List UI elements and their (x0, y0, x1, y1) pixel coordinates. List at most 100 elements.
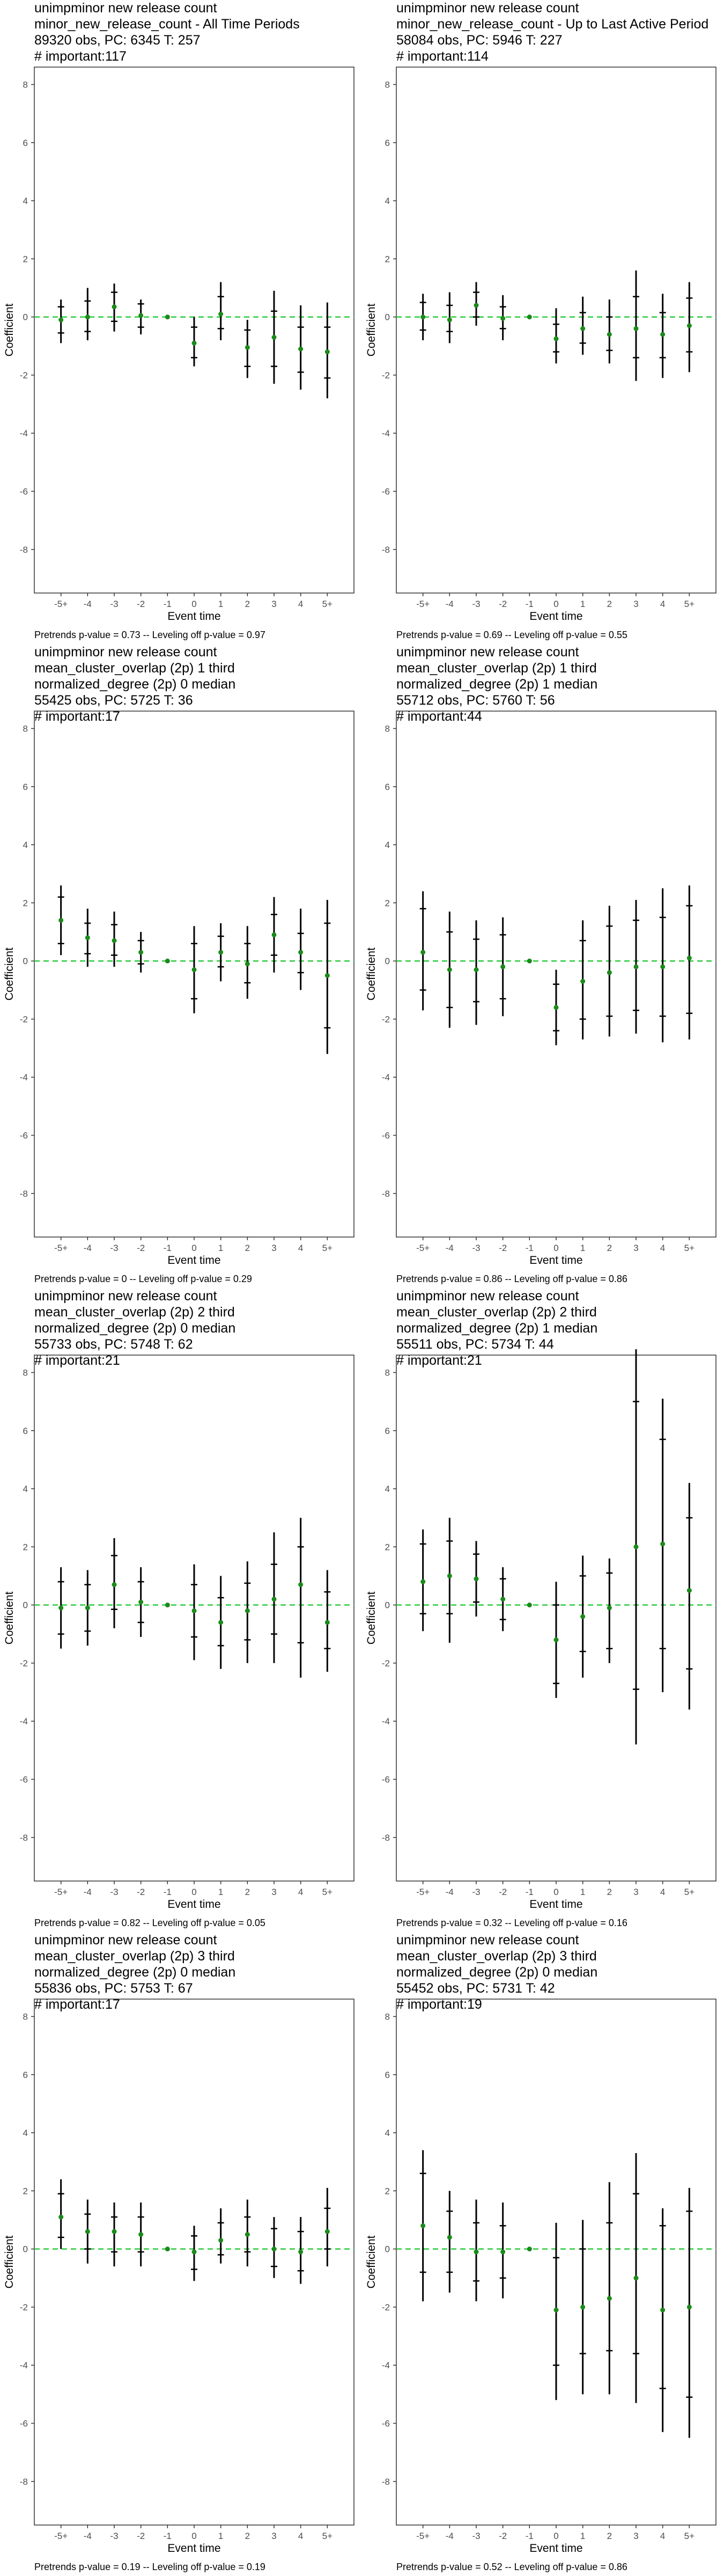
y-tick-label: -6 (20, 486, 28, 496)
coefficient-point (85, 1605, 90, 1611)
p-value-caption: Pretrends p-value = 0.32 -- Leveling off… (396, 1918, 627, 1928)
coefficient-point (112, 1582, 117, 1587)
title-line: unimpminor new release count (396, 645, 579, 660)
x-tick-label: -2 (137, 2531, 145, 2541)
x-tick-label: -2 (137, 599, 145, 609)
coefficient-point (607, 1605, 612, 1611)
coefficient-point (633, 964, 639, 969)
y-axis-title: Coefficient (3, 303, 16, 356)
y-tick-label: 8 (23, 79, 28, 90)
x-tick-label: 5+ (684, 599, 695, 609)
y-tick-label: -6 (382, 1130, 390, 1140)
x-tick-label: 4 (298, 1243, 303, 1253)
y-tick-label: -8 (20, 2477, 28, 2487)
x-tick-label: -2 (137, 1887, 145, 1897)
y-tick-label: 4 (23, 1484, 28, 1494)
coefficient-point (271, 1597, 277, 1602)
coefficient-point (271, 2246, 277, 2252)
title-line: unimpminor new release count (34, 1, 217, 16)
y-tick-label: -2 (20, 370, 28, 380)
y-tick-label: 0 (23, 312, 28, 323)
coefficient-point (245, 2232, 250, 2237)
y-tick-label: 2 (23, 1542, 28, 1552)
coefficient-point (245, 345, 250, 350)
coefficient-point (633, 1544, 639, 1549)
y-tick-label: 0 (385, 312, 390, 323)
x-tick-label: 5+ (684, 1243, 695, 1253)
x-tick-label: 3 (271, 1887, 276, 1897)
x-tick-label: 0 (191, 1887, 196, 1897)
x-tick-label: 4 (298, 599, 303, 609)
y-tick-label: -4 (382, 1716, 390, 1726)
coefficient-point (474, 2249, 479, 2255)
y-tick-label: -4 (382, 428, 390, 438)
y-tick-label: 4 (23, 2128, 28, 2138)
coefficient-point (500, 2249, 506, 2255)
x-tick-label: -5+ (54, 599, 68, 609)
y-tick-label: 8 (385, 1367, 390, 1378)
coefficient-point (580, 1614, 586, 1619)
x-axis-title: Event time (167, 610, 220, 623)
coefficient-point (218, 1620, 224, 1625)
coefficient-point (112, 938, 117, 943)
x-tick-label: 4 (660, 1243, 665, 1253)
coefficient-point (58, 918, 64, 923)
y-tick-label: 6 (23, 782, 28, 792)
title-line: minor_new_release_count - All Time Perio… (34, 17, 300, 32)
x-tick-label: 0 (553, 1887, 558, 1897)
y-tick-label: 6 (23, 1426, 28, 1436)
x-tick-label: 1 (580, 599, 585, 609)
chart-svg: -8 -6 -4 -2 0 2 4 6 8 -5+ -4 -3 -2 -1 0 1 2 3 4 5+ Event tim… (3, 1999, 354, 2555)
x-tick-label: 1 (218, 1243, 223, 1253)
x-tick-label: 0 (553, 2531, 558, 2541)
x-tick-label: 2 (607, 1887, 612, 1897)
y-tick-label: 6 (385, 138, 390, 148)
coefficient-point (138, 313, 144, 318)
coefficient-point (245, 961, 250, 967)
x-tick-label: 3 (271, 599, 276, 609)
title-line: mean_cluster_overlap (2p) 3 third (396, 1949, 597, 1964)
coefficient-point (474, 303, 479, 308)
coefficient-point (324, 349, 330, 355)
y-tick-label: 4 (385, 2128, 390, 2138)
p-value-caption: Pretrends p-value = 0 -- Leveling off p-… (34, 1274, 252, 1284)
title-line: minor_new_release_count - Up to Last Act… (396, 17, 709, 32)
title-line: 89320 obs, PC: 6345 T: 257 (34, 33, 201, 48)
x-tick-label: 3 (633, 2531, 638, 2541)
y-tick-label: 2 (23, 2186, 28, 2196)
chart-svg: -8 -6 -4 -2 0 2 4 6 8 -5+ -4 -3 -2 -1 0 1 2 3 4 5+ Event tim… (365, 1999, 716, 2555)
x-tick-label: -5+ (54, 1887, 68, 1897)
chart-svg: -8 -6 -4 -2 0 2 4 6 8 -5+ -4 -3 -2 -1 0 1 2 3 4 5+ Event tim… (365, 1349, 716, 1911)
x-axis-title: Event time (167, 2542, 220, 2555)
y-tick-label: -8 (20, 1833, 28, 1843)
coefficient-point (686, 2304, 692, 2310)
coefficient-point (324, 1620, 330, 1625)
y-tick-label: 8 (385, 723, 390, 734)
coefficient-point (191, 2249, 197, 2255)
y-tick-label: -2 (382, 370, 390, 380)
x-tick-label: -3 (472, 1243, 480, 1253)
y-tick-label: 0 (385, 2244, 390, 2255)
y-tick-label: 2 (385, 1542, 390, 1552)
title-line: 55712 obs, PC: 5760 T: 56 (396, 693, 555, 708)
x-tick-label: -5+ (416, 1887, 430, 1897)
coefficient-point (138, 2232, 144, 2237)
x-tick-label: 2 (607, 1243, 612, 1253)
y-tick-label: 2 (385, 898, 390, 908)
event-study-panel: unimpminor new release count minor_new_re… (362, 0, 724, 644)
y-tick-label: -4 (20, 428, 28, 438)
coefficient-point (58, 1605, 64, 1611)
coefficient-point (553, 336, 559, 341)
coefficient-point (218, 2237, 224, 2243)
x-tick-label: 4 (660, 599, 665, 609)
y-tick-label: -2 (20, 2302, 28, 2312)
x-tick-label: 5+ (322, 1887, 333, 1897)
x-tick-label: -1 (164, 1243, 172, 1253)
coefficient-point (500, 1597, 506, 1602)
y-tick-label: 0 (23, 956, 28, 967)
title-line: normalized_degree (2p) 0 median (396, 1965, 598, 1980)
x-tick-label: -4 (84, 599, 92, 609)
coefficient-point (58, 2214, 64, 2220)
x-tick-label: -2 (499, 1243, 507, 1253)
coefficient-point (686, 323, 692, 328)
